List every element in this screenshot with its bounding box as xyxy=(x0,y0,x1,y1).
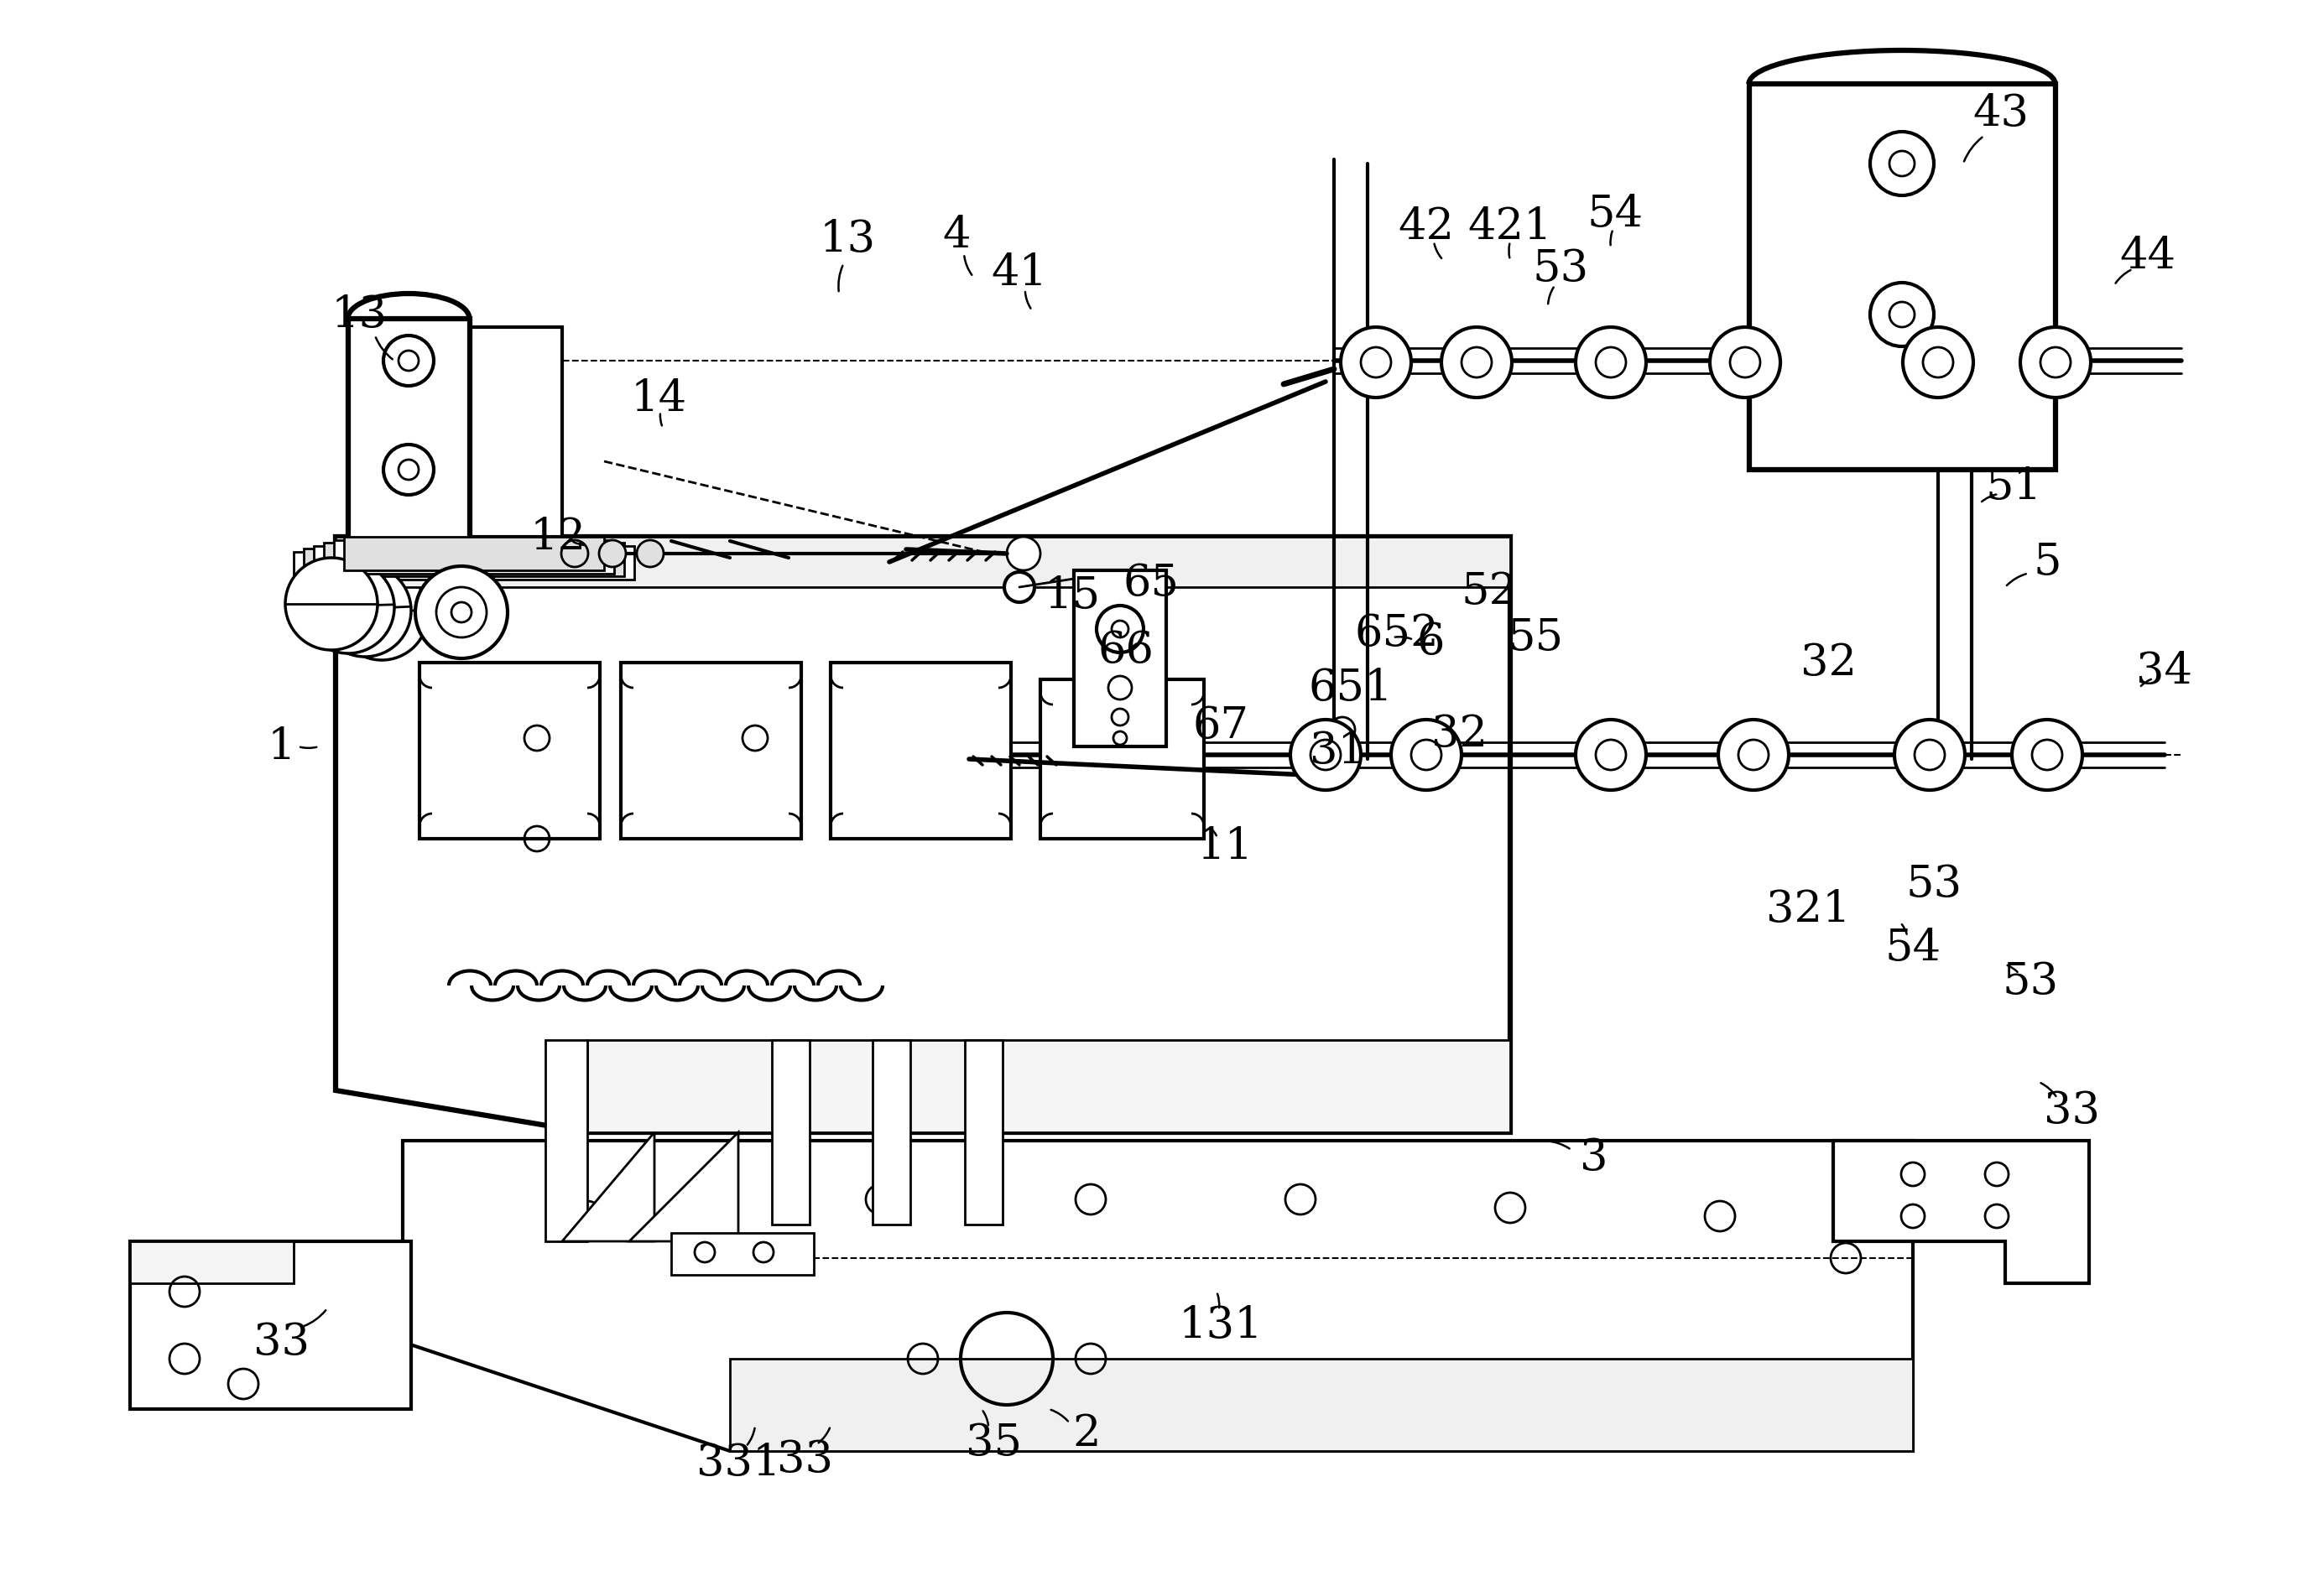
Polygon shape xyxy=(304,549,644,582)
Polygon shape xyxy=(421,662,600,840)
Text: 11: 11 xyxy=(1197,825,1253,868)
Circle shape xyxy=(302,561,395,653)
Circle shape xyxy=(416,566,507,658)
Circle shape xyxy=(637,541,665,568)
Polygon shape xyxy=(830,662,1011,840)
Text: 2: 2 xyxy=(1071,1413,1102,1456)
Circle shape xyxy=(1290,719,1362,790)
Circle shape xyxy=(1576,327,1645,397)
Text: 33: 33 xyxy=(253,1320,309,1363)
Circle shape xyxy=(1006,538,1041,571)
Text: 54: 54 xyxy=(1587,193,1643,236)
Circle shape xyxy=(1710,327,1780,397)
Polygon shape xyxy=(562,1132,655,1241)
Text: 1: 1 xyxy=(267,726,295,768)
Text: 6: 6 xyxy=(1415,620,1446,662)
Polygon shape xyxy=(872,1040,911,1225)
Polygon shape xyxy=(335,538,1511,1132)
Polygon shape xyxy=(130,1241,411,1409)
Text: 32: 32 xyxy=(1801,642,1857,685)
Polygon shape xyxy=(469,327,562,538)
Polygon shape xyxy=(293,552,655,585)
Text: 331: 331 xyxy=(697,1442,781,1485)
Circle shape xyxy=(1894,719,1964,790)
Text: 53: 53 xyxy=(1532,247,1590,289)
Text: 14: 14 xyxy=(630,376,688,421)
Text: 32: 32 xyxy=(1432,713,1487,756)
Text: 15: 15 xyxy=(1043,574,1102,617)
Text: 53: 53 xyxy=(1906,863,1961,906)
Text: 31: 31 xyxy=(1311,729,1367,772)
Text: 652: 652 xyxy=(1355,612,1439,655)
Circle shape xyxy=(318,564,411,656)
Circle shape xyxy=(1576,719,1645,790)
Polygon shape xyxy=(1750,84,2054,470)
Polygon shape xyxy=(402,1140,1913,1451)
Text: 54: 54 xyxy=(1885,926,1941,969)
Polygon shape xyxy=(1074,571,1167,746)
Text: 651: 651 xyxy=(1308,666,1392,710)
Circle shape xyxy=(335,568,428,661)
Text: 42: 42 xyxy=(1399,206,1455,248)
Text: 52: 52 xyxy=(1462,569,1518,613)
Circle shape xyxy=(286,558,376,650)
Circle shape xyxy=(2020,327,2092,397)
Polygon shape xyxy=(335,538,1511,587)
Circle shape xyxy=(1392,719,1462,790)
Circle shape xyxy=(562,541,588,568)
Text: 3: 3 xyxy=(1580,1137,1608,1179)
Circle shape xyxy=(2013,719,2082,790)
Text: 321: 321 xyxy=(1766,889,1850,931)
Circle shape xyxy=(1903,327,1973,397)
Polygon shape xyxy=(672,1233,813,1274)
Text: 55: 55 xyxy=(1508,617,1564,659)
Text: 34: 34 xyxy=(2136,650,2194,692)
Circle shape xyxy=(600,541,625,568)
Text: 66: 66 xyxy=(1097,629,1155,672)
Polygon shape xyxy=(964,1040,1002,1225)
Circle shape xyxy=(1004,572,1034,602)
Circle shape xyxy=(1717,719,1789,790)
Text: 4: 4 xyxy=(944,213,971,256)
Text: 53: 53 xyxy=(2003,960,2059,1002)
Text: 12: 12 xyxy=(530,515,586,558)
Circle shape xyxy=(383,444,435,495)
Polygon shape xyxy=(344,538,604,571)
Polygon shape xyxy=(630,1132,739,1241)
Polygon shape xyxy=(314,545,634,579)
Polygon shape xyxy=(621,662,802,840)
Circle shape xyxy=(383,335,435,386)
Text: 131: 131 xyxy=(1178,1304,1262,1347)
Text: 65: 65 xyxy=(1122,561,1178,604)
Polygon shape xyxy=(772,1040,809,1225)
Text: 41: 41 xyxy=(992,251,1048,294)
Polygon shape xyxy=(546,1040,588,1241)
Polygon shape xyxy=(730,1358,1913,1451)
Text: 33: 33 xyxy=(2045,1089,2101,1132)
Polygon shape xyxy=(130,1241,293,1284)
Text: 35: 35 xyxy=(967,1421,1023,1464)
Polygon shape xyxy=(588,1040,1511,1132)
Text: 67: 67 xyxy=(1192,704,1248,746)
Circle shape xyxy=(1341,327,1411,397)
Text: 51: 51 xyxy=(1985,465,2043,508)
Text: 44: 44 xyxy=(2119,234,2175,277)
Circle shape xyxy=(1097,606,1143,653)
Circle shape xyxy=(353,571,444,664)
Text: 33: 33 xyxy=(776,1439,834,1481)
Polygon shape xyxy=(335,539,614,574)
Text: 13: 13 xyxy=(820,218,876,261)
Polygon shape xyxy=(349,319,469,545)
Polygon shape xyxy=(1834,1140,2089,1284)
Text: 43: 43 xyxy=(1973,92,2029,134)
Polygon shape xyxy=(323,542,625,577)
Text: 13: 13 xyxy=(330,292,388,335)
Circle shape xyxy=(370,574,462,667)
Circle shape xyxy=(1441,327,1513,397)
Text: 5: 5 xyxy=(2034,541,2061,583)
Polygon shape xyxy=(1041,680,1204,840)
Text: 421: 421 xyxy=(1469,206,1552,248)
